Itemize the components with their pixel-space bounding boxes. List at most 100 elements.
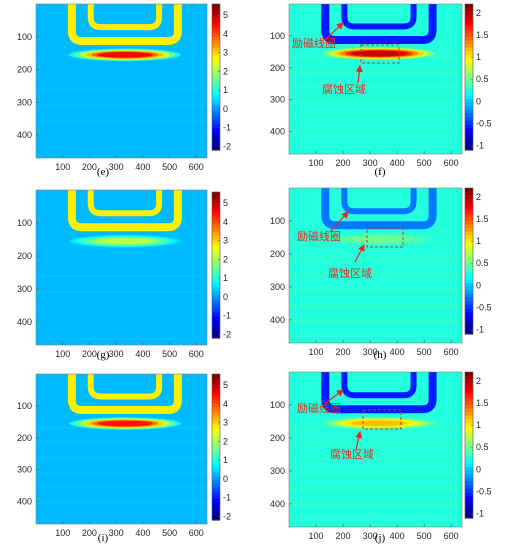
colorbar-tick-label: 0.5 — [476, 74, 489, 84]
heatmap-texture — [36, 104, 207, 107]
colorbar-segment — [212, 36, 220, 42]
colorbar-segment — [212, 399, 220, 404]
colorbar: 5 4 3 2 1 0 -1 -2 — [211, 191, 231, 339]
heatmap-texture — [289, 116, 462, 119]
colorbar-tick-label: 2 — [223, 436, 228, 446]
colorbar-segment — [465, 11, 473, 16]
colorbar-segment — [465, 87, 473, 93]
heatmap-texture — [36, 486, 207, 489]
colorbar-segment — [465, 419, 473, 424]
y-tick-label: 100 — [17, 32, 32, 42]
colorbar-segment — [212, 509, 220, 514]
colorbar-segment — [212, 47, 220, 53]
colorbar-segment — [212, 414, 220, 419]
colorbar-segment — [212, 323, 220, 328]
colorbar-segment — [465, 279, 473, 284]
colorbar-segment — [465, 220, 473, 226]
colorbar-segment — [212, 77, 220, 82]
coil-label: 励磁线圈 — [292, 36, 336, 50]
plot-frame — [288, 187, 463, 344]
corrosion-label: 腐蚀区域 — [330, 447, 374, 461]
colorbar-segment — [465, 477, 473, 483]
colorbar-segment — [212, 4, 220, 9]
colorbar-segment — [212, 450, 220, 455]
colorbar-segment — [212, 80, 220, 85]
colorbar-segment — [465, 261, 473, 266]
heatmap-texture — [36, 259, 207, 262]
colorbar-segment — [212, 102, 220, 107]
colorbar-segment — [212, 261, 220, 266]
colorbar-segment — [212, 146, 220, 151]
colorbar-segment — [212, 25, 220, 31]
colorbar-segment — [212, 384, 220, 390]
colorbar-segment — [212, 95, 220, 100]
colorbar-segment — [465, 55, 473, 60]
colorbar-segment — [465, 224, 473, 229]
colorbar-segment — [212, 494, 220, 499]
colorbar-segment — [212, 91, 220, 96]
coil-trace — [87, 190, 163, 217]
colorbar-tick-label: -0.5 — [476, 118, 492, 128]
x-tick-label: 200 — [82, 162, 97, 172]
colorbar-segment — [465, 301, 473, 306]
colorbar-segment — [465, 106, 473, 111]
plot-frame — [35, 3, 208, 159]
colorbar-tick-label: -2 — [223, 329, 231, 339]
x-tick-label: 300 — [363, 347, 378, 357]
panel-g: 100 200 300 400 100 200 300 400 500 600 5 4 3 2 1 0 -1 -2… — [17, 189, 231, 361]
coil-trace — [321, 4, 437, 44]
colorbar-segment — [465, 312, 473, 317]
colorbar-segment — [212, 87, 220, 93]
colorbar-segment — [465, 33, 473, 38]
colorbar-tick-label: -1 — [476, 509, 484, 519]
panel-label: (f) — [375, 166, 386, 178]
colorbar-tick-label: 1.5 — [476, 214, 489, 224]
x-tick-label: 100 — [55, 349, 70, 359]
colorbar-segment — [465, 474, 473, 479]
x-tick-label: 400 — [135, 349, 150, 359]
colorbar-segment — [465, 437, 473, 442]
colorbar-segment — [465, 397, 473, 402]
colorbar-segment — [465, 326, 473, 331]
colorbar-segment — [465, 98, 473, 104]
x-tick-label: 600 — [444, 347, 459, 357]
colorbar-tick-label: -2 — [223, 141, 231, 151]
heatmap-texture — [36, 456, 207, 459]
colorbar-segment — [212, 44, 220, 49]
corrosion-arrow — [354, 243, 365, 263]
coil-trace — [67, 190, 182, 232]
colorbar-segment — [212, 98, 220, 104]
x-tick-label: 200 — [336, 531, 351, 541]
colorbar-segment — [465, 206, 473, 211]
colorbar-segment — [465, 304, 473, 310]
colorbar-segment — [465, 146, 473, 151]
colorbar-segment — [212, 199, 220, 204]
colorbar-segment — [465, 113, 473, 118]
colorbar-tick-label: 2 — [476, 376, 481, 386]
x-tick-label: 200 — [82, 349, 97, 359]
colorbar-tick-label: 0.5 — [476, 442, 489, 452]
colorbar-segment — [212, 232, 220, 237]
colorbar-segment — [212, 403, 220, 408]
colorbar-segment — [212, 279, 220, 284]
colorbar-segment — [212, 512, 220, 517]
colorbar-segment — [465, 58, 473, 63]
x-tick-label: 300 — [363, 531, 378, 541]
colorbar-segment — [212, 490, 220, 496]
colorbar-segment — [212, 417, 220, 423]
colorbar-tick-label: 4 — [223, 399, 228, 409]
colorbar-segment — [465, 372, 473, 377]
heatmap-texture — [36, 501, 207, 504]
colorbar-segment — [212, 381, 220, 386]
colorbar-segment — [465, 195, 473, 200]
plot-frame — [35, 189, 208, 346]
x-tick-label: 500 — [417, 158, 432, 168]
colorbar-segment — [465, 40, 473, 45]
corrosion-label: 腐蚀区域 — [322, 82, 366, 96]
colorbar-segment — [465, 499, 473, 504]
colorbar-segment — [465, 286, 473, 291]
colorbar-segment — [212, 283, 220, 288]
colorbar: 2 1.5 1 0.5 0 -0.5 -1 — [464, 187, 492, 335]
